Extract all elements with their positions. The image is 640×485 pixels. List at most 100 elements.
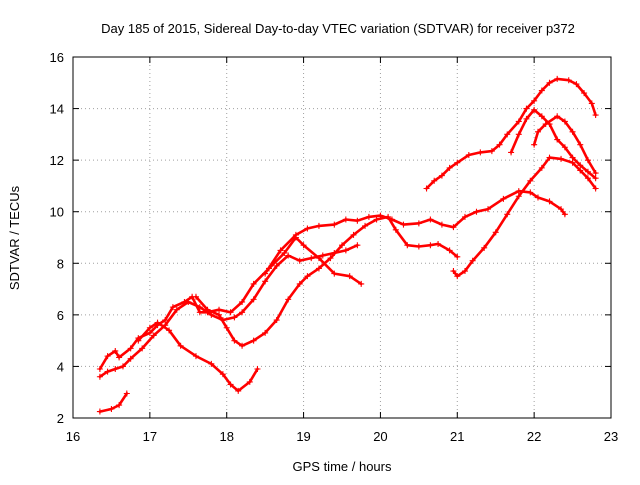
data-point: [219, 371, 226, 378]
data-point: [235, 387, 242, 394]
series-track-5: [192, 213, 461, 349]
data-point: [477, 149, 484, 156]
chart-title: Day 185 of 2015, Sidereal Day-to-day VTE…: [101, 21, 575, 36]
series-track-8: [450, 154, 599, 280]
data-point: [531, 97, 538, 104]
data-point: [127, 345, 134, 352]
data-point: [169, 304, 176, 311]
data-point: [577, 167, 584, 174]
series-track-6: [262, 188, 568, 277]
y-tick-label: 14: [50, 102, 64, 117]
data-point: [435, 240, 442, 247]
data-point: [342, 216, 349, 223]
data-point: [527, 177, 534, 184]
data-point: [423, 185, 430, 192]
data-point: [592, 185, 599, 192]
y-axis-label: SDTVAR / TECUs: [7, 185, 22, 290]
data-point: [569, 154, 576, 161]
data-point: [538, 87, 545, 94]
data-point: [116, 354, 123, 361]
x-tick-label: 18: [219, 429, 233, 444]
data-point: [531, 106, 538, 113]
data-point: [388, 216, 395, 223]
data-point: [438, 221, 445, 228]
data-point: [450, 268, 457, 275]
data-point: [216, 306, 223, 313]
data-point: [561, 211, 568, 218]
data-point: [127, 355, 134, 362]
data-point: [177, 342, 184, 349]
data-point: [315, 222, 322, 229]
data-point: [500, 195, 507, 202]
data-point: [196, 309, 203, 316]
data-point: [454, 273, 461, 280]
data-point: [123, 390, 130, 397]
data-point: [281, 249, 288, 256]
x-axis-ticks: 16 17 18 19 20 21 22 23: [66, 57, 618, 444]
data-point: [373, 216, 380, 223]
data-point: [296, 280, 303, 287]
data-point: [534, 194, 541, 201]
data-point: [239, 342, 246, 349]
data-point: [162, 317, 169, 324]
data-point: [250, 296, 257, 303]
x-tick-label: 22: [527, 429, 541, 444]
data-point: [546, 198, 553, 205]
data-point: [216, 311, 223, 318]
data-point: [112, 347, 119, 354]
data-point: [331, 270, 338, 277]
series-line: [263, 189, 567, 275]
data-point: [584, 175, 591, 182]
data-point: [561, 144, 568, 151]
data-point: [173, 306, 180, 313]
data-point: [273, 262, 280, 269]
data-point: [116, 402, 123, 409]
x-tick-label: 20: [373, 429, 387, 444]
data-point: [523, 115, 530, 122]
data-point: [554, 113, 561, 120]
data-point: [581, 90, 588, 97]
data-point: [342, 247, 349, 254]
data-point: [308, 255, 315, 262]
data-point: [546, 154, 553, 161]
data-point: [450, 224, 457, 231]
data-point: [461, 213, 468, 220]
y-tick-label: 10: [50, 205, 64, 220]
data-point: [166, 327, 173, 334]
data-point: [538, 164, 545, 171]
data-point: [488, 148, 495, 155]
data-point: [592, 175, 599, 182]
data-point: [112, 366, 119, 373]
data-point: [96, 408, 103, 415]
data-point: [354, 217, 361, 224]
data-point: [146, 324, 153, 331]
data-point: [150, 332, 157, 339]
data-point: [250, 280, 257, 287]
data-point: [139, 345, 146, 352]
data-point: [181, 298, 188, 305]
data-point: [492, 229, 499, 236]
data-point: [331, 221, 338, 228]
x-tick-label: 21: [450, 429, 464, 444]
data-point: [239, 309, 246, 316]
data-point: [192, 293, 199, 300]
series-track-7: [423, 75, 599, 192]
series-line: [452, 156, 597, 278]
series-track-4: [135, 319, 261, 394]
y-tick-label: 6: [57, 308, 64, 323]
data-point: [527, 189, 534, 196]
data-point: [577, 162, 584, 169]
data-point: [446, 164, 453, 171]
data-point: [377, 212, 384, 219]
data-point: [319, 252, 326, 259]
data-point: [227, 309, 234, 316]
data-point: [223, 324, 230, 331]
data-point: [104, 368, 111, 375]
data-point: [454, 159, 461, 166]
data-point: [362, 222, 369, 229]
data-series-group: [96, 75, 599, 415]
x-tick-label: 17: [143, 429, 157, 444]
data-point: [250, 337, 257, 344]
data-point: [285, 252, 292, 259]
data-point: [542, 121, 549, 128]
